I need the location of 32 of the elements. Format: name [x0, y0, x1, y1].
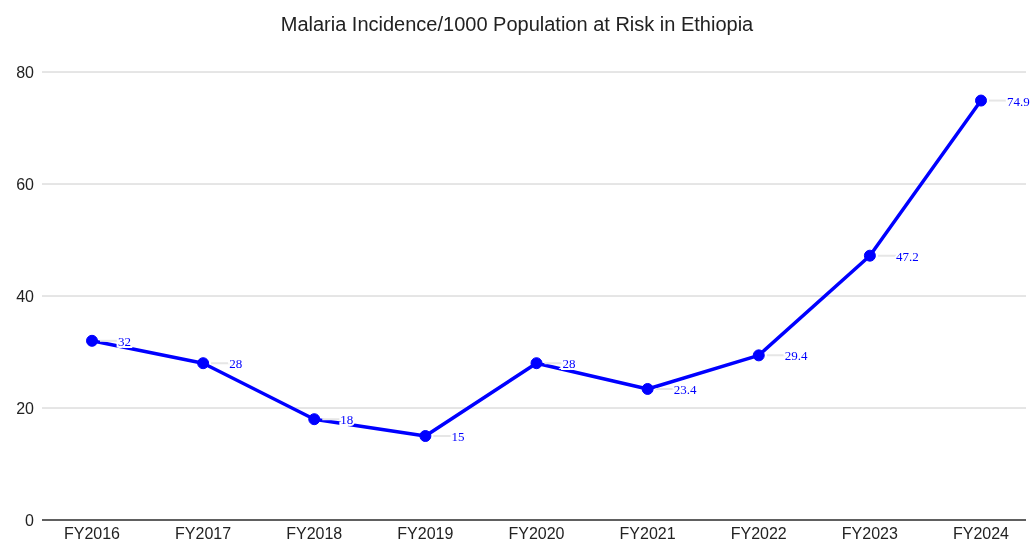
chart-title: Malaria Incidence/1000 Population at Risk in Ethiopia	[279, 13, 755, 36]
point	[752, 349, 765, 362]
y-tick-label: 80	[16, 63, 35, 81]
data-label: 32	[118, 333, 131, 349]
point	[308, 413, 321, 426]
point	[863, 249, 876, 262]
data-label: 74.9	[1007, 93, 1030, 109]
point	[86, 334, 98, 347]
data-label: 15	[451, 429, 465, 444]
point	[975, 94, 987, 107]
data-label: 47.2	[895, 248, 919, 264]
data-label: 28	[562, 356, 576, 372]
data-label: 28	[229, 356, 243, 372]
point	[197, 357, 210, 370]
x-tick-label: FY2017	[175, 525, 232, 543]
x-tick-label: FY2023	[841, 525, 898, 543]
x-tick-label: FY2020	[508, 525, 565, 543]
y-tick-label: 0	[25, 511, 35, 529]
x-tick-label: FY2018	[286, 525, 343, 543]
x-tick-label: FY2021	[619, 525, 676, 543]
point	[641, 382, 654, 395]
y-tick-label: 20	[16, 399, 35, 417]
x-tick-label: FY2019	[397, 525, 454, 543]
data-label: 23.4	[673, 381, 697, 397]
x-tick-label: FY2024	[952, 525, 1010, 543]
point	[530, 357, 543, 370]
x-tick-label: FY2016	[63, 525, 121, 543]
point	[419, 430, 432, 442]
x-tick-label: FY2022	[730, 525, 787, 543]
y-tick-label: 40	[16, 287, 35, 305]
data-label: 29.4	[784, 348, 808, 364]
y-tick-label: 60	[16, 175, 35, 193]
